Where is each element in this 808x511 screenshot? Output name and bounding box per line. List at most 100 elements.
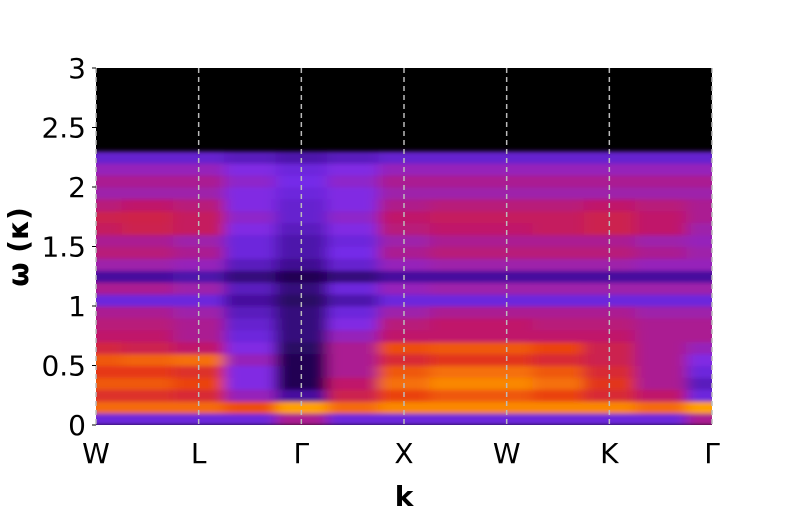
heat-cell — [327, 353, 379, 366]
heat-cell — [686, 365, 712, 378]
heat-cell — [686, 294, 712, 307]
heat-cell — [532, 341, 585, 355]
heat-cell — [532, 401, 585, 414]
y-tick-label: 0.5 — [41, 350, 86, 383]
heat-cell — [275, 294, 328, 307]
heat-cell — [96, 353, 123, 366]
heat-cell — [224, 377, 277, 390]
heat-cell — [224, 175, 277, 188]
heat-cell — [224, 341, 277, 355]
heat-cell — [686, 401, 712, 414]
heat-cell — [635, 401, 687, 414]
heat-cell — [224, 234, 277, 247]
heat-cell — [121, 294, 174, 307]
heat-cell — [224, 151, 277, 164]
y-tick-label: 2.5 — [41, 112, 86, 145]
x-tick-label: W — [493, 437, 521, 470]
heat-cell — [96, 234, 123, 247]
heat-cell — [327, 317, 379, 331]
heat-cell — [121, 222, 174, 236]
heat-cell — [224, 270, 277, 283]
heat-cell — [635, 389, 687, 402]
heat-cell — [481, 222, 533, 236]
heat-cell — [275, 175, 328, 188]
heat-cell — [121, 258, 174, 271]
heat-cell — [327, 413, 379, 425]
heat-cell — [635, 413, 687, 425]
heat-cell — [121, 198, 174, 212]
heat-cell — [224, 329, 277, 343]
heat-cell — [583, 175, 636, 188]
heat-cell — [481, 258, 533, 271]
heat-cell — [686, 258, 712, 271]
heatmap — [96, 151, 712, 425]
heat-cell — [173, 365, 225, 378]
heat-cell — [429, 222, 482, 236]
heat-cell — [275, 222, 328, 236]
heat-cell — [378, 365, 431, 378]
heat-cell — [121, 246, 174, 259]
heat-cell — [378, 222, 431, 236]
heat-cell — [429, 246, 482, 259]
heat-cell — [635, 270, 687, 283]
heat-cell — [378, 175, 431, 188]
heat-cell — [583, 294, 636, 307]
x-tick-label: W — [82, 437, 110, 470]
heat-cell — [686, 377, 712, 390]
heat-cell — [532, 365, 585, 378]
heat-cell — [327, 270, 379, 283]
heat-cell — [327, 306, 379, 319]
x-tick-label: K — [600, 437, 619, 470]
heat-cell — [429, 270, 482, 283]
heat-cell — [96, 389, 123, 402]
heat-cell — [635, 258, 687, 271]
heat-cell — [686, 306, 712, 319]
heat-cell — [635, 198, 687, 212]
heat-cell — [532, 163, 585, 176]
heat-cell — [429, 317, 482, 331]
heat-cell — [532, 210, 585, 224]
heat-cell — [96, 306, 123, 319]
heat-cell — [481, 151, 533, 164]
heat-cell — [583, 401, 636, 414]
heat-cell — [583, 222, 636, 236]
x-tick-label: Γ — [294, 437, 310, 470]
heat-cell — [275, 187, 328, 200]
heat-cell — [429, 329, 482, 343]
heat-cell — [173, 294, 225, 307]
heat-cell — [686, 317, 712, 331]
heat-cell — [224, 317, 277, 331]
heat-cell — [275, 401, 328, 414]
heat-cell — [275, 258, 328, 271]
heat-cell — [686, 187, 712, 200]
x-tick-label: X — [394, 437, 413, 470]
heat-cell — [224, 401, 277, 414]
heat-cell — [532, 282, 585, 295]
heat-cell — [429, 151, 482, 164]
heat-cell — [583, 329, 636, 343]
heat-cell — [121, 353, 174, 366]
y-tick-label: 3 — [68, 52, 86, 85]
heat-cell — [378, 187, 431, 200]
heat-cell — [327, 246, 379, 259]
heat-cell — [327, 365, 379, 378]
y-tick-label: 1 — [68, 290, 86, 323]
y-tick-label: 1.5 — [41, 231, 86, 264]
heat-cell — [121, 389, 174, 402]
heat-cell — [121, 163, 174, 176]
heat-cell — [583, 187, 636, 200]
heat-cell — [481, 401, 533, 414]
heat-cell — [429, 353, 482, 366]
heat-cell — [378, 294, 431, 307]
heat-cell — [635, 329, 687, 343]
heat-cell — [583, 151, 636, 164]
heat-cell — [121, 365, 174, 378]
x-tick-label: Γ — [704, 437, 720, 470]
heat-cell — [224, 413, 277, 425]
heat-cell — [378, 258, 431, 271]
heat-cell — [121, 187, 174, 200]
heat-cell — [96, 294, 123, 307]
heat-cell — [532, 175, 585, 188]
heat-cell — [635, 377, 687, 390]
heat-cell — [532, 294, 585, 307]
